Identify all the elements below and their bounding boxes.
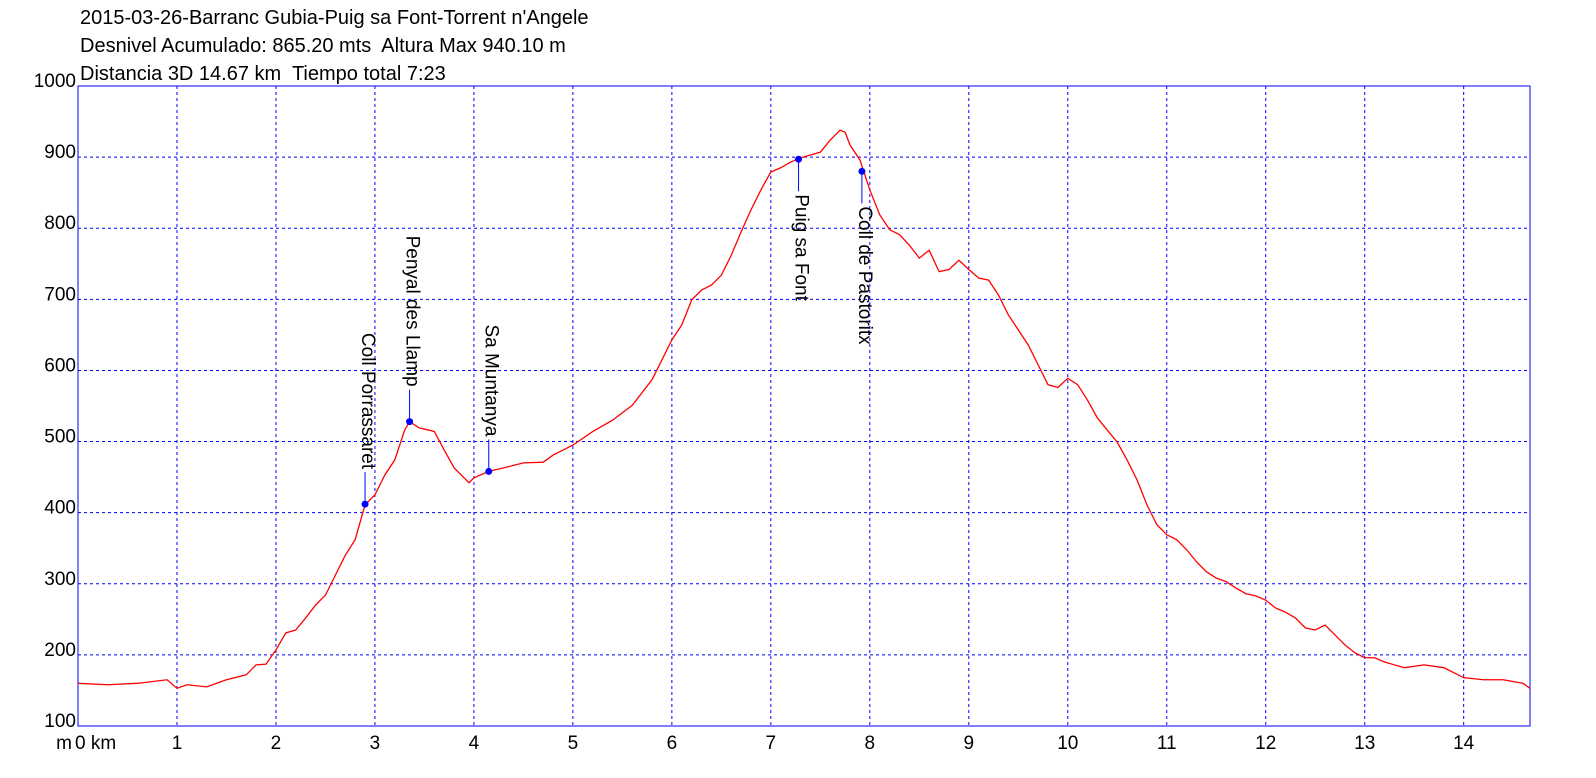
x-tick-label: 10 (1057, 733, 1078, 754)
x-tick-label: 1 (172, 733, 183, 754)
annotation-marker (361, 500, 369, 508)
annotation-label: Coll de Pastoritx (854, 206, 875, 345)
x-tick-label: 2 (271, 733, 282, 754)
elevation-line (77, 129, 1531, 690)
x-tick-label: 7 (766, 733, 777, 754)
y-tick-label: 1000 (34, 71, 76, 92)
plot-border (77, 85, 1531, 727)
x-tick-label: 8 (865, 733, 876, 754)
x-tick-label: 13 (1354, 733, 1375, 754)
y-tick-label: 800 (44, 213, 76, 234)
y-tick-label: 300 (44, 569, 76, 590)
annotation-marker (858, 167, 866, 175)
title-line: Distancia 3D 14.67 km Tiempo total 7:23 (80, 63, 446, 85)
x-tick-label: 12 (1255, 733, 1276, 754)
y-tick-label: 200 (44, 640, 76, 661)
x-tick-label: 4 (469, 733, 480, 754)
x-tick-label: 0 km (75, 733, 116, 754)
annotation-marker (406, 418, 414, 426)
annotation-label: Sa Muntanya (481, 324, 502, 436)
x-tick-label: 11 (1157, 733, 1177, 754)
y-tick-label: 100 (44, 711, 76, 732)
y-tick-label: 600 (44, 355, 76, 376)
title-line: 2015-03-26-Barranc Gubia-Puig sa Font-To… (80, 7, 589, 29)
y-tick-label: 500 (44, 427, 76, 448)
x-tick-label: 3 (370, 733, 381, 754)
x-tick-label: 5 (568, 733, 579, 754)
x-tick-label: 9 (964, 733, 975, 754)
annotation-label: Coll Porrassaret (357, 333, 378, 470)
y-tick-label: 700 (44, 284, 76, 305)
x-tick-label: 14 (1453, 733, 1475, 754)
y-tick-label: 400 (44, 498, 76, 519)
annotation-label: Puig sa Font (791, 194, 812, 301)
x-tick-label: 6 (667, 733, 678, 754)
title-line: Desnivel Acumulado: 865.20 mts Altura Ma… (80, 35, 566, 57)
y-tick-label: 900 (44, 142, 76, 163)
y-unit: m (56, 733, 72, 754)
annotation-label: Penyal des Llamp (402, 236, 423, 387)
annotation-marker (485, 467, 493, 475)
annotation-marker (795, 155, 803, 163)
